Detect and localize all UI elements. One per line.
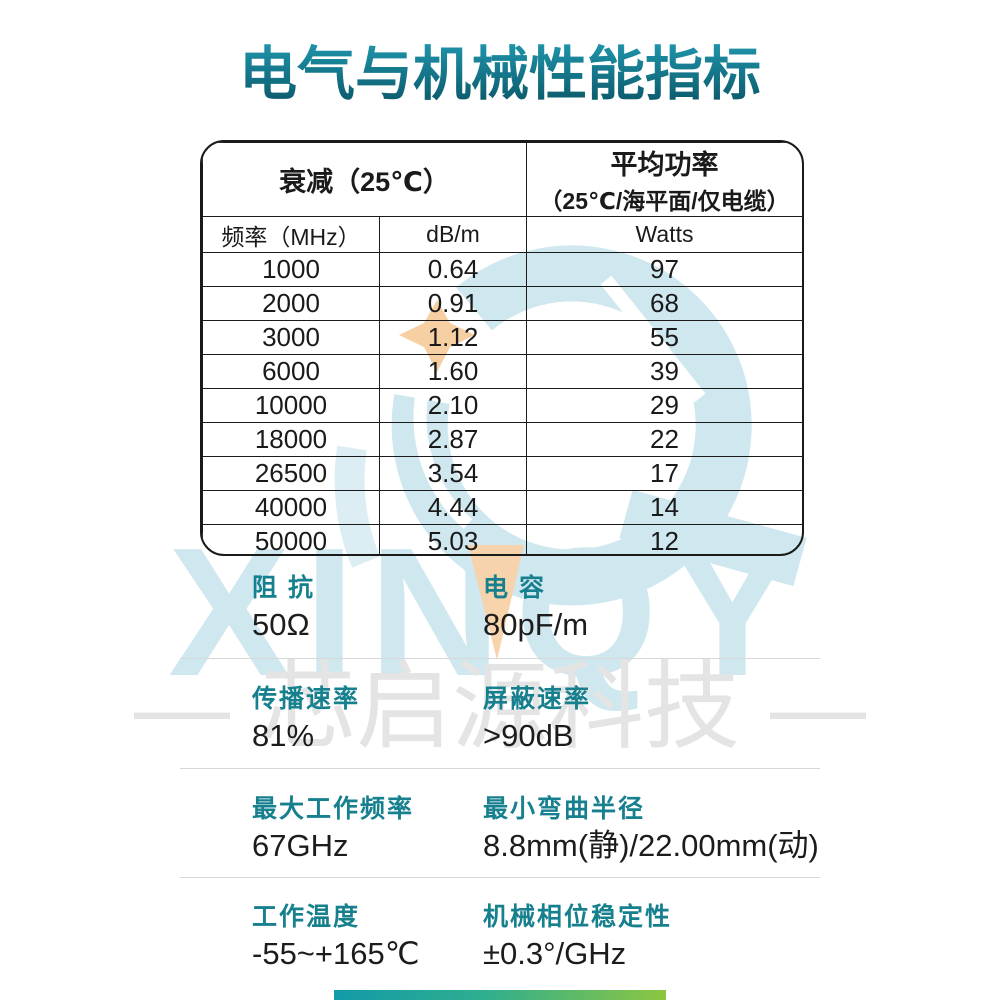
cell-db: 5.03 [378,524,528,554]
cell-db: 2.87 [378,422,528,457]
table-row: 18000 2.87 22 [202,422,802,457]
capacitance-label: 电 容 [483,574,546,602]
min-bend-radius-label: 最小弯曲半径 [483,795,646,823]
table-header-row-1: 衰减（25℃） 平均功率 （25℃/海平面/仅电缆） [202,142,802,217]
operating-temperature-label: 工作温度 [252,903,361,931]
table-row: 10000 2.10 29 [202,388,802,423]
shielding-label: 屏蔽速率 [483,685,592,713]
cell-frequency: 26500 [202,456,380,491]
table-header-row-2: 频率（MHz） dB/m Watts [202,216,802,253]
spec-capacitance: 电 容 80pF/m [483,574,843,642]
accent-triangle [468,545,524,660]
cell-watts: 17 [526,456,802,491]
spec-min-bend-radius: 最小弯曲半径 8.8mm(静)/22.00mm(动) [483,795,843,863]
shielding-value: >90dB [483,718,574,753]
column-db: dB/m [378,216,528,253]
cell-frequency: 10000 [202,388,380,423]
cell-frequency: 50000 [202,524,380,554]
cell-frequency: 1000 [202,252,380,287]
cell-watts: 12 [526,524,802,554]
cell-frequency: 40000 [202,490,380,525]
cell-db: 1.12 [378,320,528,355]
phase-stability-value: ±0.3°/GHz [483,936,627,971]
cell-watts: 39 [526,354,802,389]
phase-stability-label: 机械相位稳定性 [483,903,673,931]
max-frequency-value: 67GHz [252,828,349,863]
cell-frequency: 18000 [202,422,380,457]
spec-velocity: 传播速率 81% [252,685,482,753]
dash-left: — [134,654,230,761]
table-row: 40000 4.44 14 [202,490,802,525]
table-row: 3000 1.12 55 [202,320,802,355]
company-name: 芯启源科技 [260,654,740,761]
cell-watts: 29 [526,388,802,423]
column-frequency: 频率（MHz） [202,216,380,253]
cell-db: 2.10 [378,388,528,423]
header-average-power: 平均功率 （25℃/海平面/仅电缆） [526,142,802,217]
cell-watts: 14 [526,490,802,525]
spec-max-frequency: 最大工作频率 67GHz [252,795,482,863]
spec-phase-stability: 机械相位稳定性 ±0.3°/GHz [483,903,843,971]
velocity-label: 传播速率 [252,685,361,713]
header-power-line2: （25℃/海平面/仅电缆） [539,188,790,214]
cell-frequency: 2000 [202,286,380,321]
capacitance-value: 80pF/m [483,607,589,642]
table-row: 2000 0.91 68 [202,286,802,321]
table-row: 26500 3.54 17 [202,456,802,491]
cell-db: 3.54 [378,456,528,491]
header-attenuation: 衰减（25℃） [202,142,528,217]
page-title-text: 电气与机械性能指标 [239,42,761,107]
cell-watts: 97 [526,252,802,287]
divider [180,768,820,769]
company-watermark: — 芯启源科技 — [0,648,1000,768]
cell-watts: 68 [526,286,802,321]
column-watts: Watts [526,216,802,253]
table-row: 50000 5.03 12 [202,524,802,554]
page-title: 电气与机械性能指标 [239,42,761,107]
cell-watts: 55 [526,320,802,355]
performance-table: 衰减（25℃） 平均功率 （25℃/海平面/仅电缆） 频率（MHz） dB/m … [200,140,804,556]
velocity-value: 81% [252,718,315,753]
spec-shielding: 屏蔽速率 >90dB [483,685,843,753]
cell-db: 0.64 [378,252,528,287]
footer-accent-bar [334,990,666,1000]
table-row: 1000 0.64 97 [202,252,802,287]
operating-temperature-value: -55~+165℃ [252,936,420,971]
impedance-value: 50Ω [252,607,310,642]
header-power-line1: 平均功率 [610,150,719,180]
cell-frequency: 6000 [202,354,380,389]
cell-db: 1.60 [378,354,528,389]
min-bend-radius-value: 8.8mm(静)/22.00mm(动) [483,828,819,863]
cell-frequency: 3000 [202,320,380,355]
impedance-label: 阻 抗 [252,574,315,602]
divider [180,877,820,878]
max-frequency-label: 最大工作频率 [252,795,415,823]
spec-impedance: 阻 抗 50Ω [252,574,482,642]
cell-db: 0.91 [378,286,528,321]
cell-watts: 22 [526,422,802,457]
dash-right: — [770,654,866,761]
table-row: 6000 1.60 39 [202,354,802,389]
divider [180,658,820,659]
spec-operating-temperature: 工作温度 -55~+165℃ [252,903,482,971]
cell-db: 4.44 [378,490,528,525]
